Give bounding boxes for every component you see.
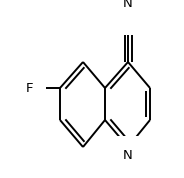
Text: N: N — [123, 0, 133, 10]
Text: F: F — [26, 82, 33, 95]
Text: N: N — [123, 149, 133, 162]
